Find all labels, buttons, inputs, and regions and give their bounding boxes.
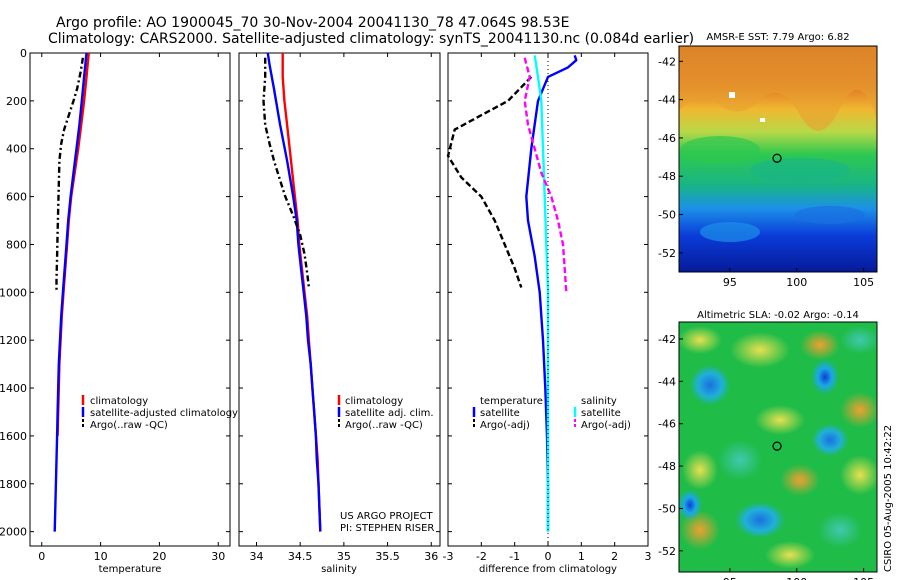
map-y-tick-label: -42 [658,333,676,346]
series-line-climatology [281,53,322,532]
legend-label-argo: Argo(..raw -QC) [345,420,423,431]
header-line-2: Climatology: CARS2000. Satellite-adjuste… [48,31,694,47]
map-x-tick-label: 105 [853,576,874,580]
x-tick-label: 0 [38,550,45,563]
y-tick-label: 800 [6,238,27,251]
map-y-tick-label: -52 [658,545,676,558]
y-tick-label: 1400 [0,382,27,395]
salinity-legend: climatology satellite adj. clim. Argo(..… [337,395,434,534]
x-tick-label: 35 [337,550,351,563]
series-line-climatology [56,52,90,436]
y-tick-label: 600 [6,191,27,204]
map-y-tick-label: -42 [658,55,676,68]
y-tick-label: 0 [20,47,27,60]
temperature-panel-frame [29,52,231,547]
sst-map-title: AMSR-E SST: 7.79 Argo: 6.82 [706,32,849,43]
x-tick-label: 2 [611,550,618,563]
x-tick-label: -3 [443,550,454,563]
x-tick-label: 35.5 [375,550,400,563]
x-tick-label: 34.5 [288,550,313,563]
legend-label-sal-satellite: satellite [581,408,621,419]
x-tick-label: 3 [645,550,652,563]
header-line-1: Argo profile: AO 1900045_70 30-Nov-2004 … [56,15,570,31]
series-line-temperature-argo-adj- [446,76,533,288]
y-tick-label: 1000 [0,286,27,299]
project-annotation: US ARGO PROJECT [340,511,434,522]
sst-map-axes: 95 100 105 -42 -44 -46 -48 -50 -52 [658,55,874,289]
x-tick-label: 20 [152,550,166,563]
legend-label-temp-argo: Argo(-adj) [480,420,530,431]
x-tick-label: 34 [249,550,263,563]
sla-map-title: Altimetric SLA: -0.02 Argo: -0.14 [697,310,859,321]
legend-label-sal-argo: Argo(-adj) [581,420,631,431]
salinity-xlabel: salinity [321,564,357,575]
x-tick-label: 36 [424,550,438,563]
legend-header-salinity: salinity [581,396,617,407]
y-tick-label: 200 [6,95,27,108]
map-x-tick-label: 105 [853,276,874,289]
float-position-marker [772,153,782,163]
salinity-chart: 34 34.5 35 35.5 36 [239,52,440,563]
difference-legend: temperature satellite Argo(-adj) salinit… [472,396,631,431]
map-x-tick-label: 100 [786,276,807,289]
series-line-argo-raw-qc- [262,57,311,288]
temperature-chart: 0 10 20 30 0 200 400 600 800 1000 1200 1400 1600 1800… [0,47,230,563]
map-y-tick-label: -50 [658,502,676,515]
series-line-salinity-argo-adj- [523,57,568,293]
x-tick-label: 10 [94,550,108,563]
legend-label-satellite: satellite adj. clim. [345,408,434,419]
x-tick-label: 1 [578,550,585,563]
x-tick-label: 30 [211,550,225,563]
y-tick-label: 1800 [0,478,27,491]
legend-label-temp-satellite: satellite [480,408,520,419]
sst-map-frame [678,45,878,273]
series-line-satellite-adj-clim- [266,52,322,532]
map-y-tick-label: -50 [658,209,676,222]
legend-header-temperature: temperature [480,396,543,407]
side-timestamp: CSIRO 05-Aug-2005 10:42:22 [883,425,894,572]
series-line-temperature-satellite [525,55,578,532]
series-line-satellite-adjusted-climatology [53,52,88,532]
difference-chart: -3 -2 -1 0 1 2 3 [443,52,652,563]
sla-map-axes: 95 100 105 -42 -44 -46 -48 -50 -52 [658,333,874,580]
x-tick-label: -2 [476,550,487,563]
y-tick-label: 400 [6,143,27,156]
x-tick-label: 0 [545,550,552,563]
y-tick-label: 1200 [0,334,27,347]
float-position-marker [772,441,782,451]
map-x-tick-label: 95 [723,276,737,289]
y-tick-label: 1600 [0,430,27,443]
temperature-xlabel: temperature [99,564,162,575]
map-y-tick-label: -46 [658,418,676,431]
map-y-tick-label: -44 [658,375,676,388]
map-x-tick-label: 100 [786,576,807,580]
pi-annotation: PI: STEPHEN RISER [340,523,434,534]
legend-label-climatology: climatology [90,396,148,407]
sla-map-image [679,322,877,572]
series-line-salinity-satellite [533,55,550,532]
y-tick-label: 2000 [0,526,27,539]
salinity-panel-frame [238,52,441,547]
sst-map-image [679,46,877,272]
x-tick-label: -1 [509,550,520,563]
legend-label-argo: Argo(..raw -QC) [90,420,168,431]
map-y-tick-label: -44 [658,94,676,107]
map-y-tick-label: -48 [658,170,676,183]
series-line-argo-raw-qc- [55,57,85,290]
legend-label-climatology: climatology [345,396,403,407]
temperature-legend: climatology satellite-adjusted climatolo… [81,395,238,431]
map-y-tick-label: -46 [658,132,676,145]
map-x-tick-label: 95 [723,576,737,580]
sla-map-frame [678,321,878,573]
legend-label-satellite: satellite-adjusted climatology [90,408,238,419]
difference-xlabel: difference from climatology [479,564,617,575]
map-y-tick-label: -52 [658,247,676,260]
map-y-tick-label: -48 [658,460,676,473]
